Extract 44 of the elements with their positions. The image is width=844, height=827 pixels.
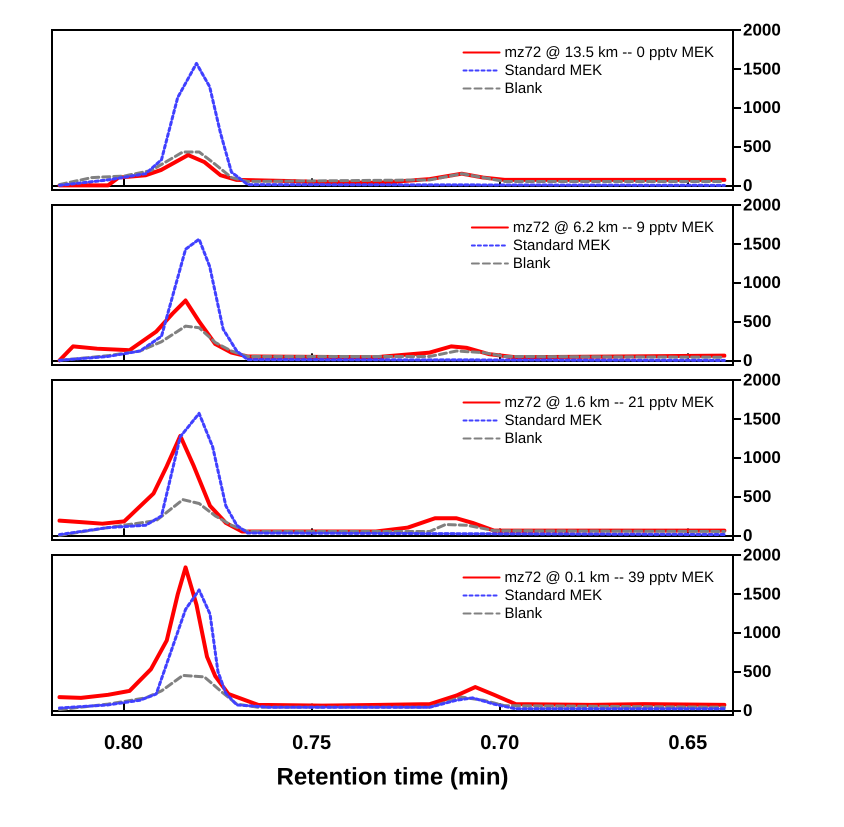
y-tick-label: 1500 [743,59,781,78]
legend-label: Standard MEK [512,237,610,254]
line-series [58,238,726,362]
line-series [58,565,726,708]
legend-label: mz72 @ 0.1 km -- 39 pptv MEK [504,569,714,586]
y-tick-label: 500 [743,137,772,156]
legend-label: Standard MEK [504,412,602,429]
line-series [58,498,726,537]
y-tick-label: 1000 [743,273,781,292]
x-tick-label: 0.80 [104,732,143,754]
legend-label: Standard MEK [504,587,602,604]
line-series [58,674,726,712]
x-tick-label: 0.75 [292,732,332,754]
legend-label: Blank [504,605,543,622]
legend-label: mz72 @ 6.2 km -- 9 pptv MEK [512,219,714,236]
legend-label: Blank [512,255,551,272]
x-tick-label: 0.70 [480,732,520,754]
y-tick-label: 2000 [743,370,781,390]
legend-label: mz72 @ 13.5 km -- 0 pptv MEK [504,44,714,61]
y-tick-label: 1500 [743,234,781,254]
line-series [58,412,726,536]
y-tick-label: 2000 [743,546,781,564]
y-tick-label: 1000 [743,448,781,468]
y-tick-label: 500 [743,312,772,332]
y-tick-label: 2000 [743,196,781,214]
y-tick-label: 1000 [743,98,781,118]
y-tick-label: 0 [743,176,752,195]
y-tick-label: 1500 [743,409,781,428]
x-tick-label: 0.65 [668,732,708,754]
x-axis-title: Retention time (min) [276,764,508,790]
y-tick-label: 2000 [743,20,781,40]
y-tick-label: 500 [743,662,772,682]
legend-label: Blank [504,430,543,447]
y-tick-label: 0 [743,526,752,545]
legend-label: Standard MEK [504,62,602,79]
line-series [58,588,726,710]
y-tick-label: 500 [743,487,772,506]
y-tick-label: 1000 [743,623,781,642]
legend-label: mz72 @ 1.6 km -- 21 pptv MEK [504,394,714,411]
legend-label: Blank [504,80,543,97]
y-tick-label: 0 [743,350,752,370]
y-tick-label: 1500 [743,584,781,604]
y-tick-label: 0 [743,700,752,720]
line-series [58,62,726,187]
